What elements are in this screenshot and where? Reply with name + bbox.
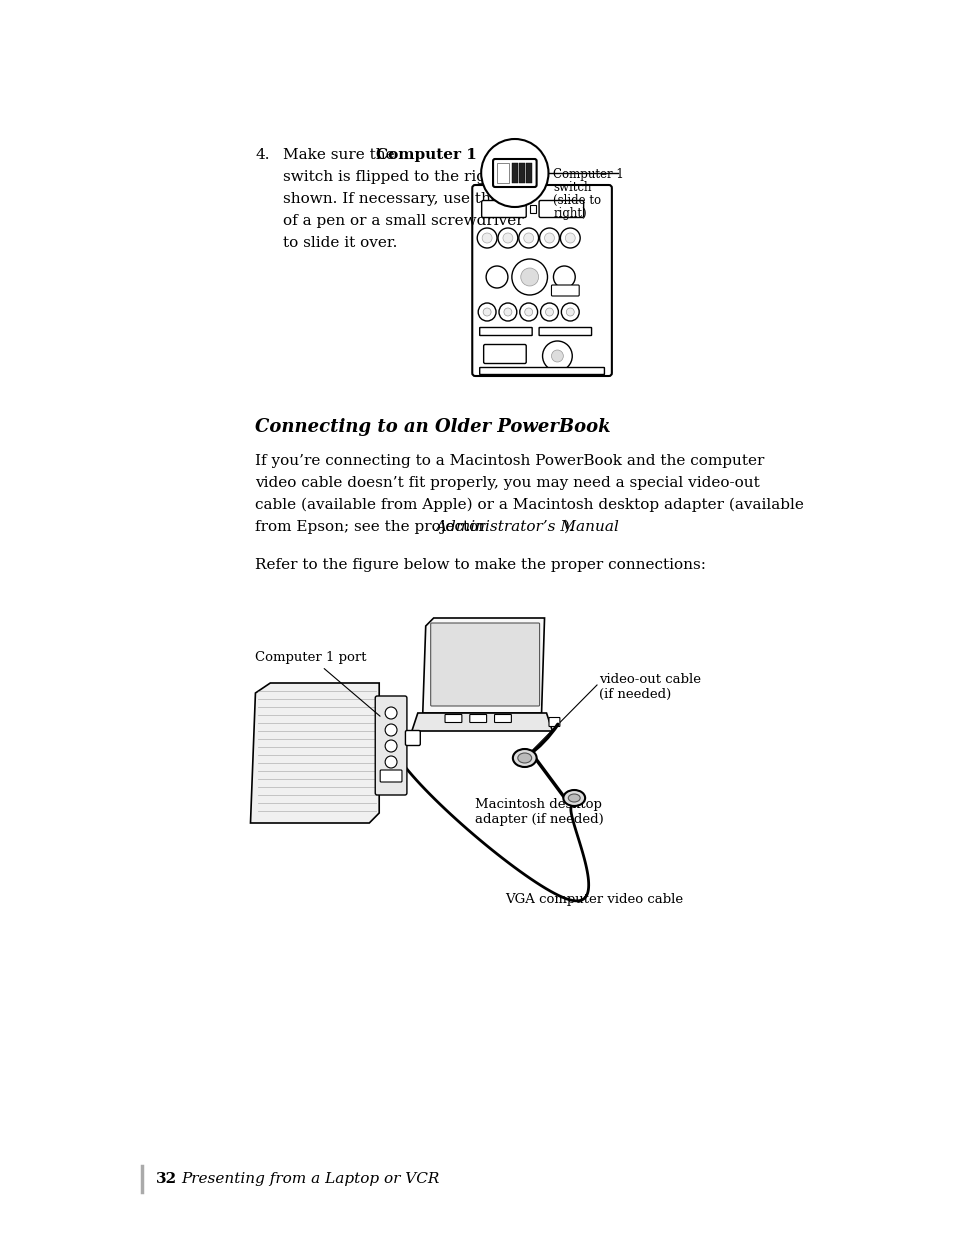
Bar [529, 205, 535, 212]
Circle shape [482, 308, 491, 316]
Text: switch: switch [553, 182, 591, 194]
Text: Connecting to an Older PowerBook: Connecting to an Older PowerBook [255, 417, 611, 436]
Text: Macintosh desktop
adapter (if needed): Macintosh desktop adapter (if needed) [475, 798, 603, 826]
Text: Computer 1 port: Computer 1 port [255, 651, 379, 716]
FancyBboxPatch shape [444, 715, 461, 722]
Circle shape [498, 303, 517, 321]
Circle shape [565, 233, 575, 243]
Bar [512, 163, 517, 183]
Circle shape [520, 268, 538, 287]
Text: of a pen or a small screwdriver: of a pen or a small screwdriver [283, 214, 523, 228]
Circle shape [476, 228, 497, 248]
Circle shape [502, 233, 513, 243]
Text: Computer 1: Computer 1 [553, 168, 623, 182]
Ellipse shape [517, 753, 531, 763]
Circle shape [477, 303, 496, 321]
Circle shape [560, 303, 578, 321]
Text: If you’re connecting to a Macintosh PowerBook and the computer: If you’re connecting to a Macintosh Powe… [255, 454, 764, 468]
Text: right): right) [553, 207, 586, 220]
FancyBboxPatch shape [493, 159, 536, 186]
Circle shape [540, 303, 558, 321]
Circle shape [523, 233, 533, 243]
Circle shape [486, 266, 507, 288]
Circle shape [544, 233, 554, 243]
Text: Refer to the figure below to make the proper connections:: Refer to the figure below to make the pr… [255, 558, 706, 572]
FancyBboxPatch shape [430, 622, 539, 706]
FancyBboxPatch shape [472, 185, 611, 375]
Text: Presenting from a Laptop or VCR: Presenting from a Laptop or VCR [181, 1172, 439, 1186]
Circle shape [481, 233, 492, 243]
Text: video-out cable
(if needed): video-out cable (if needed) [598, 673, 700, 701]
FancyBboxPatch shape [469, 715, 486, 722]
Text: to slide it over.: to slide it over. [283, 236, 397, 249]
Polygon shape [251, 683, 378, 823]
Ellipse shape [563, 790, 584, 806]
Polygon shape [412, 713, 552, 731]
Polygon shape [422, 618, 544, 713]
FancyBboxPatch shape [479, 327, 532, 336]
Circle shape [566, 308, 574, 316]
FancyBboxPatch shape [380, 769, 401, 782]
Circle shape [512, 259, 547, 295]
Circle shape [497, 228, 517, 248]
Text: 32: 32 [155, 1172, 176, 1186]
Circle shape [519, 303, 537, 321]
Text: cable (available from Apple) or a Macintosh desktop adapter (available: cable (available from Apple) or a Macint… [255, 498, 803, 513]
Bar [518, 163, 524, 183]
Circle shape [518, 228, 538, 248]
FancyBboxPatch shape [481, 200, 526, 217]
FancyBboxPatch shape [538, 327, 591, 336]
Text: shown. If necessary, use the tip: shown. If necessary, use the tip [283, 191, 525, 206]
Text: video cable doesn’t fit properly, you may need a special video-out: video cable doesn’t fit properly, you ma… [255, 475, 760, 490]
Text: from Epson; see the projector: from Epson; see the projector [255, 520, 491, 534]
FancyBboxPatch shape [538, 200, 583, 217]
Circle shape [545, 308, 553, 316]
Text: switch is flipped to the right, as: switch is flipped to the right, as [283, 170, 528, 184]
Circle shape [542, 341, 572, 370]
Bar [525, 163, 531, 183]
Text: (slide to: (slide to [553, 194, 601, 207]
Text: ).: ). [563, 520, 574, 534]
Circle shape [385, 706, 396, 719]
FancyBboxPatch shape [483, 345, 526, 363]
FancyBboxPatch shape [375, 697, 407, 795]
FancyBboxPatch shape [548, 718, 559, 726]
Ellipse shape [513, 748, 536, 767]
Circle shape [551, 350, 563, 362]
Text: Computer 1: Computer 1 [375, 148, 476, 162]
Text: Make sure the: Make sure the [283, 148, 399, 162]
FancyBboxPatch shape [494, 715, 511, 722]
Circle shape [539, 228, 558, 248]
Circle shape [553, 266, 575, 288]
Ellipse shape [568, 794, 579, 802]
Circle shape [503, 308, 512, 316]
FancyBboxPatch shape [551, 285, 578, 296]
Circle shape [385, 740, 396, 752]
Circle shape [385, 756, 396, 768]
FancyBboxPatch shape [479, 368, 604, 374]
Circle shape [385, 724, 396, 736]
Text: VGA computer video cable: VGA computer video cable [504, 893, 682, 906]
Circle shape [480, 140, 548, 207]
FancyBboxPatch shape [405, 730, 420, 746]
Text: 4.: 4. [255, 148, 270, 162]
Bar [497, 163, 508, 183]
Circle shape [559, 228, 579, 248]
Circle shape [524, 308, 532, 316]
Text: Administrator’s Manual: Administrator’s Manual [435, 520, 618, 534]
